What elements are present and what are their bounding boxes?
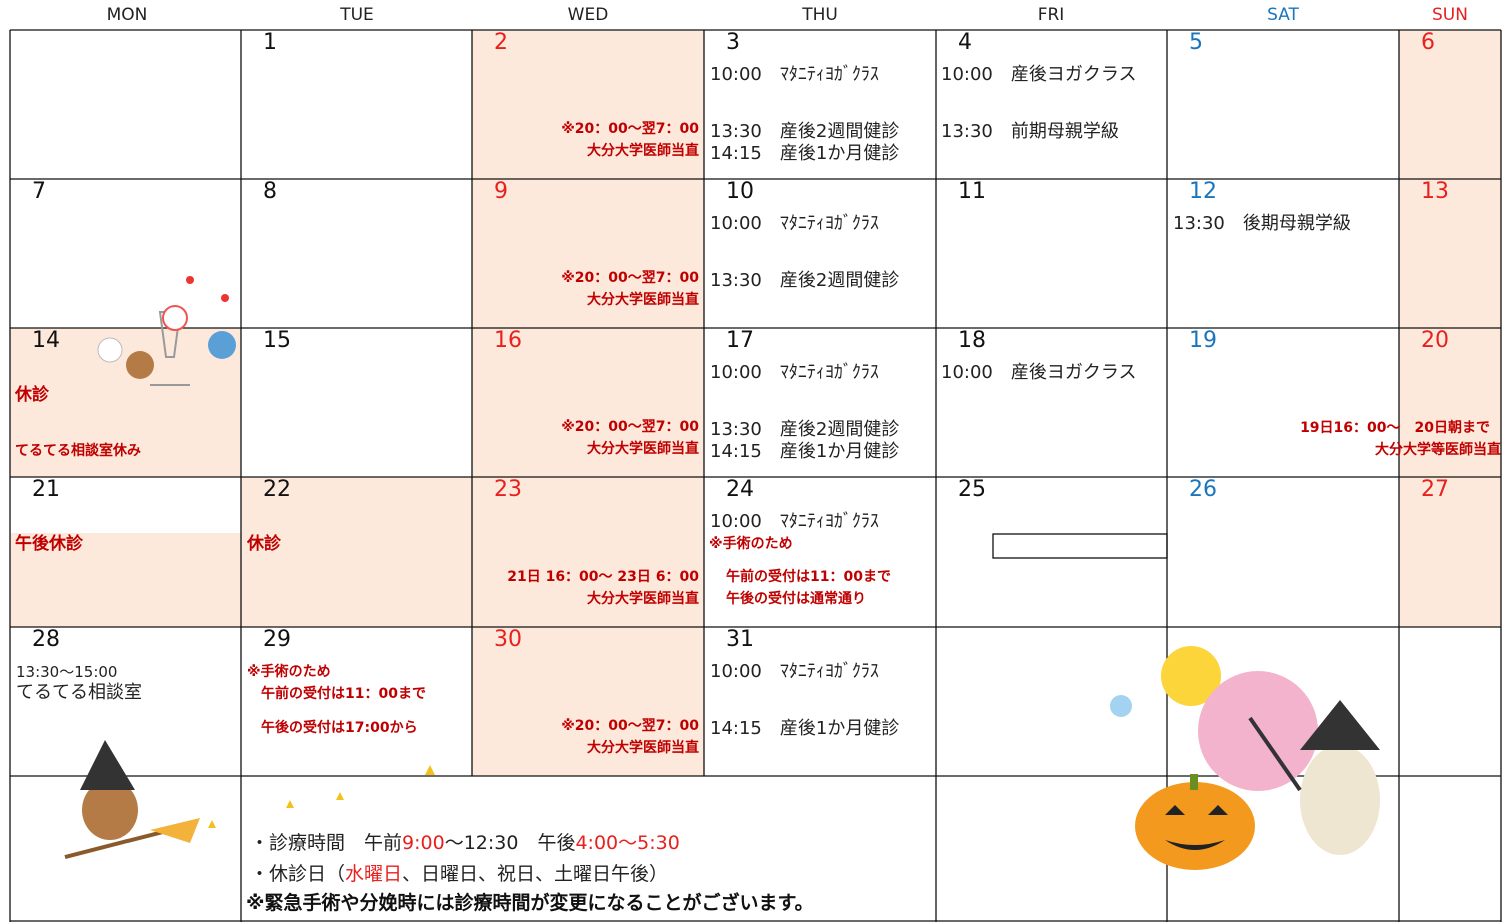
- footer-text: 9:00: [402, 832, 445, 854]
- day-number: 28: [32, 627, 60, 652]
- weekday-header: FRI: [1037, 5, 1065, 25]
- footer-text: ・休診日（: [250, 863, 346, 885]
- text-line: 大分大学医師当直: [587, 143, 699, 159]
- footer-text: 水曜日: [345, 863, 403, 885]
- text-line: 30: [494, 627, 522, 652]
- day-number: 18: [958, 328, 986, 353]
- text-line: 6: [1421, 30, 1435, 55]
- text-line: SAT: [1267, 5, 1299, 25]
- text-line: 13:30 産後2週間健診: [710, 419, 900, 440]
- text-line: 13:30 前期母親学級: [941, 121, 1119, 142]
- text-line: 5: [1189, 30, 1203, 55]
- day-number: 31: [726, 627, 754, 652]
- text-line: 10:00 ﾏﾀﾆﾃｨﾖｶﾞｸﾗｽ: [710, 511, 879, 532]
- day-number: 8: [263, 179, 277, 204]
- weekday-header: MON: [106, 5, 148, 25]
- text-line: 14:15 産後1か月健診: [710, 441, 900, 462]
- footer-text: 、日曜日、祝日、土曜日午後）: [402, 863, 669, 885]
- text-line: 19日16：00～ 20日朝まで: [1300, 420, 1490, 436]
- text-line: 2: [494, 30, 508, 55]
- day-number: 22: [263, 477, 291, 502]
- day-number: 29: [263, 627, 291, 652]
- text-line: ※20：00～翌7：00: [561, 718, 699, 734]
- text-line: 13:30 後期母親学級: [1173, 213, 1351, 234]
- text-line: 13:30 産後2週間健診: [710, 121, 900, 142]
- footer-notice: ※緊急手術や分娩時には診療時間が変更になることがございます。: [246, 892, 814, 914]
- text-line: ※手術のため: [709, 536, 793, 552]
- day-number: 7: [32, 179, 46, 204]
- text-line: 21日 16：00～ 23日 6：00: [507, 569, 699, 585]
- day-number: 11: [958, 179, 986, 204]
- day-number: 21: [32, 477, 60, 502]
- text-line: 午後休診: [15, 534, 83, 554]
- day-number: 3: [726, 30, 740, 55]
- text-line: 大分大学等医師当直: [1375, 442, 1501, 458]
- text-line: 10:00 産後ヨガクラス: [941, 64, 1137, 85]
- text-line: 10:00 ﾏﾀﾆﾃｨﾖｶﾞｸﾗｽ: [710, 213, 879, 234]
- text-line: 13: [1421, 179, 1449, 204]
- text-line: 27: [1421, 477, 1449, 502]
- text-line: 20: [1421, 328, 1449, 353]
- footer-text: ・診療時間 午前: [250, 832, 403, 854]
- day-number: 25: [958, 477, 986, 502]
- text-line: 16: [494, 328, 522, 353]
- text-line: 9: [494, 179, 508, 204]
- text-line: 12: [1189, 179, 1217, 204]
- decorations: [64, 276, 1380, 870]
- text-line: 午前の受付は11：00まで: [261, 686, 426, 702]
- footer-text: 4:00～5:30: [575, 832, 680, 854]
- footer-line: ・診療時間 午前9:00～12:30 午後4:00～5:30: [250, 833, 680, 854]
- text-line: ※20：00～翌7：00: [561, 121, 699, 137]
- day-number: 17: [726, 328, 754, 353]
- text-line: 休診: [247, 534, 281, 554]
- text-line: 10:00 ﾏﾀﾆﾃｨﾖｶﾞｸﾗｽ: [710, 362, 879, 383]
- text-line: 10:00 ﾏﾀﾆﾃｨﾖｶﾞｸﾗｽ: [710, 661, 879, 682]
- text-line: 14:15 産後1か月健診: [710, 143, 900, 164]
- footer-text: ～12:30 午後: [444, 832, 576, 854]
- text-line: 10:00 ﾏﾀﾆﾃｨﾖｶﾞｸﾗｽ: [710, 64, 879, 85]
- text-line: 19: [1189, 328, 1217, 353]
- text-line: 26: [1189, 477, 1217, 502]
- text-line: 午後の受付は17:00から: [261, 720, 418, 736]
- text-line: 13:30～15:00: [16, 663, 118, 681]
- weekday-header: THU: [802, 5, 838, 25]
- text-line: 大分大学医師当直: [587, 740, 699, 756]
- weekday-header: WED: [567, 5, 609, 25]
- footer-line: ・休診日（水曜日、日曜日、祝日、土曜日午後）: [250, 864, 668, 885]
- day-number: 15: [263, 328, 291, 353]
- text-line: 14:15 産後1か月健診: [710, 718, 900, 739]
- day-number: 4: [958, 30, 972, 55]
- weekday-header: TUE: [340, 5, 374, 25]
- text-line: 午後の受付は通常通り: [726, 591, 866, 607]
- day-number: 14: [32, 328, 60, 353]
- text-line: 午前の受付は11：00まで: [726, 569, 891, 585]
- text-line: 大分大学医師当直: [587, 292, 699, 308]
- day-number: 1: [263, 30, 277, 55]
- text-line: てるてる相談室: [16, 682, 142, 703]
- text-line: 大分大学医師当直: [587, 441, 699, 457]
- text-line: 13:30 産後2週間健診: [710, 270, 900, 291]
- grid-lines: [9, 29, 1502, 922]
- text-line: 大分大学医師当直: [587, 591, 699, 607]
- day-number: 10: [726, 179, 754, 204]
- text-line: ※20：00～翌7：00: [561, 419, 699, 435]
- day-number: 24: [726, 477, 754, 502]
- text-line: 休診: [15, 385, 49, 405]
- text-line: てるてる相談室休み: [15, 443, 141, 459]
- text-line: 23: [494, 477, 522, 502]
- text-line: ※20：00～翌7：00: [561, 270, 699, 286]
- text-line: ※手術のため: [247, 664, 331, 680]
- text-line: 10:00 産後ヨガクラス: [941, 362, 1137, 383]
- text-line: SUN: [1432, 5, 1468, 25]
